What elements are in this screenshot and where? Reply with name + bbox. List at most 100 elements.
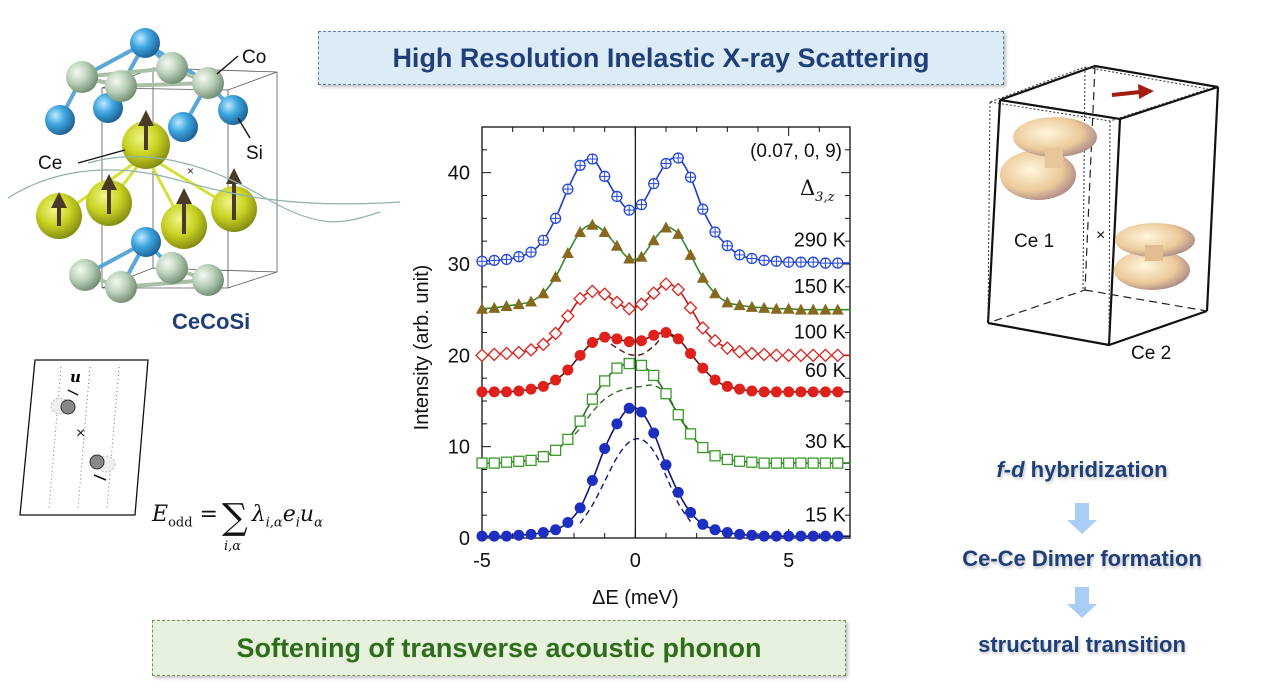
data-point-cross xyxy=(808,257,819,268)
data-point xyxy=(611,362,623,374)
data-point-cross xyxy=(820,258,831,269)
data-point xyxy=(524,342,538,357)
data-point xyxy=(476,302,488,314)
hidden-edges xyxy=(987,65,1208,324)
data-point xyxy=(610,295,624,310)
series-60k xyxy=(476,327,850,398)
data-point xyxy=(549,444,562,456)
data-point xyxy=(795,386,807,398)
data-point xyxy=(709,374,721,386)
data-point xyxy=(721,527,733,539)
data-point xyxy=(819,303,832,315)
y-tick-label: 0 xyxy=(459,528,470,550)
formula-e-sub: i xyxy=(295,515,300,531)
y-tick-label: 30 xyxy=(448,254,470,276)
data-point xyxy=(697,441,709,454)
data-point xyxy=(598,226,611,238)
data-point xyxy=(684,428,697,440)
data-point xyxy=(807,386,819,398)
data-point xyxy=(697,362,709,374)
data-point xyxy=(599,331,611,343)
data-point-cross xyxy=(624,205,635,216)
data-point xyxy=(672,486,684,498)
data-point-cross xyxy=(685,172,696,183)
data-point xyxy=(769,348,784,363)
data-point xyxy=(770,530,782,542)
data-point xyxy=(499,346,514,361)
undistorted-cell xyxy=(987,66,1209,346)
flow-step-transition: structural transition xyxy=(978,632,1186,657)
data-point xyxy=(695,321,710,335)
data-point xyxy=(832,530,844,542)
data-point xyxy=(758,301,771,313)
data-point xyxy=(475,348,489,363)
data-point xyxy=(550,524,562,536)
data-point-cross xyxy=(673,153,684,164)
atom-1 xyxy=(60,399,76,415)
data-point-cross xyxy=(550,213,561,224)
data-point xyxy=(733,299,746,311)
data-point xyxy=(744,346,759,361)
data-point xyxy=(671,282,686,297)
temperature-label: 60 K xyxy=(805,360,847,382)
component-dashed-line xyxy=(579,438,692,524)
phonon-mode-annotation: Δ3,z xyxy=(800,176,835,205)
data-point xyxy=(818,348,833,363)
x-tick-label: -5 xyxy=(473,550,491,572)
data-point xyxy=(795,457,807,469)
data-point xyxy=(672,409,684,421)
data-point xyxy=(647,234,660,246)
data-point xyxy=(807,457,819,469)
data-point xyxy=(709,450,721,462)
formula-u: u xyxy=(299,502,315,527)
title-text: High Resolution Inelastic X-ray Scatteri… xyxy=(392,42,930,73)
data-point-cross xyxy=(795,257,806,268)
data-point xyxy=(660,388,672,400)
data-point xyxy=(783,530,795,542)
inversion-center-mark: × xyxy=(1096,227,1105,244)
data-point xyxy=(746,456,758,468)
data-point-cross xyxy=(648,178,659,189)
data-point xyxy=(635,250,648,262)
data-point xyxy=(721,453,733,466)
data-point xyxy=(574,226,587,238)
displacement-diagram: × xyxy=(19,359,149,516)
data-point xyxy=(819,457,832,469)
data-point xyxy=(770,302,783,314)
down-arrow-icon xyxy=(1067,503,1097,534)
formula-lhs: E xyxy=(152,502,169,527)
orbital-figure: × xyxy=(986,64,1220,347)
data-point xyxy=(648,329,660,341)
data-point xyxy=(623,402,635,414)
data-point-cross xyxy=(832,258,843,269)
data-point xyxy=(683,300,698,315)
data-point xyxy=(709,524,721,536)
compound-name: CeCoSi xyxy=(172,309,251,334)
formula-lambda-sub: i,α xyxy=(265,515,283,531)
q-vector-annotation: (0.07, 0, 9) xyxy=(750,141,842,162)
data-point xyxy=(807,303,820,315)
sum-symbol: ∑ i,α xyxy=(221,497,248,554)
data-point xyxy=(660,459,672,471)
data-point xyxy=(709,287,722,299)
fit-line xyxy=(482,406,850,538)
data-point xyxy=(648,427,660,439)
displacement-arrow xyxy=(67,389,79,396)
data-point-cross xyxy=(538,235,549,246)
data-point xyxy=(561,247,574,259)
flow-step1-text: hybridization xyxy=(1024,457,1168,482)
data-point xyxy=(758,457,770,469)
data-point-cross xyxy=(783,257,794,268)
temperature-label: 100 K xyxy=(794,322,847,344)
ce-leader-line xyxy=(77,149,126,164)
data-point xyxy=(831,303,844,315)
phonon-mode-subscript: 3,z xyxy=(815,190,834,205)
formula-lhs-sub: odd xyxy=(168,515,193,531)
data-point xyxy=(500,300,513,312)
data-point xyxy=(562,364,574,376)
data-point xyxy=(574,349,586,361)
data-point xyxy=(770,457,783,469)
data-point-cross xyxy=(734,249,745,260)
fit-line xyxy=(481,362,850,464)
